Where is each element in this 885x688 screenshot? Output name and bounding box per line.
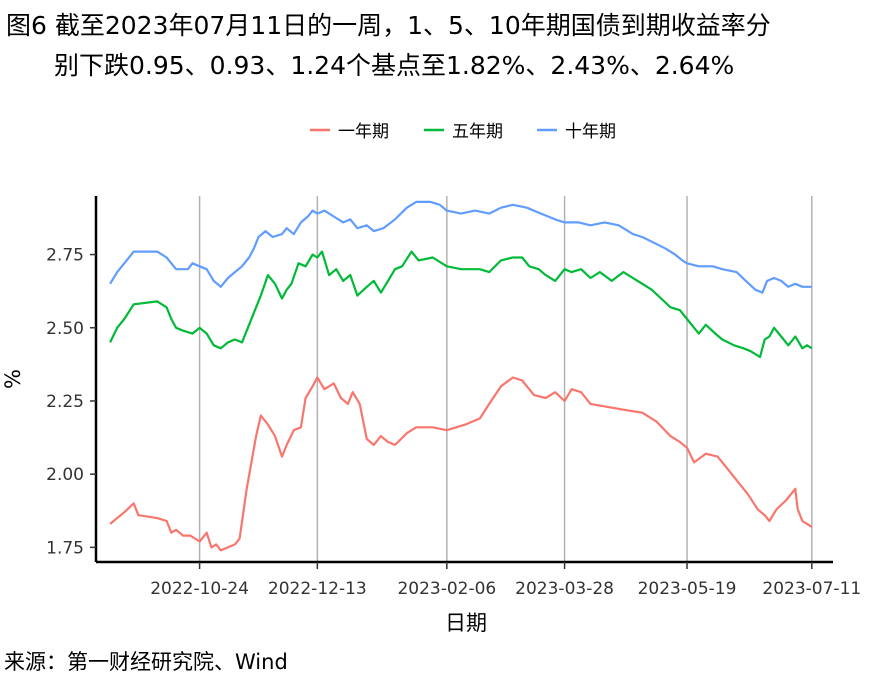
y-tick-label: 1.75 (46, 538, 84, 558)
x-tick-label: 2023-07-11 (762, 579, 861, 599)
y-tick-label: 2.50 (46, 319, 84, 339)
legend-label: 一年期 (338, 122, 389, 142)
legend-label: 五年期 (452, 122, 503, 142)
series-line-0 (109, 376, 813, 552)
chart-title-line-1: 图6 截至2023年07月11日的一周，1、5、10年期国债到期收益率分 (6, 11, 771, 40)
source-note: 来源：第一财经研究院、Wind (4, 650, 288, 674)
x-axis-ticks: 2022-10-24 2022-12-13 2023-02-06 2023-03-28… (150, 562, 861, 599)
axes (94, 196, 833, 564)
x-axis-title: 日期 (445, 611, 487, 635)
series-lines (109, 200, 813, 552)
y-tick-label: 2.75 (46, 246, 84, 266)
series-line-2 (109, 200, 812, 294)
x-tick-label: 2023-05-19 (638, 579, 737, 599)
y-axis-title: % (1, 369, 25, 389)
series-line-1 (109, 250, 813, 359)
legend: 一年期 五年期 十年期 (310, 122, 616, 142)
x-tick-label: 2022-10-24 (150, 579, 249, 599)
x-tick-label: 2023-02-06 (397, 579, 496, 599)
y-tick-label: 2.00 (46, 465, 84, 485)
legend-label: 十年期 (565, 122, 616, 142)
x-tick-label: 2023-03-28 (515, 579, 614, 599)
vertical-gridlines (198, 196, 813, 562)
chart-title: 图6 截至2023年07月11日的一周，1、5、10年期国债到期收益率分 别下跌… (6, 6, 881, 86)
chart-title-line-2: 别下跌0.95、0.93、1.24个基点至1.82%、2.43%、2.64% (54, 51, 735, 80)
y-axis-ticks: 1.75 2.00 2.25 2.50 2.75 (46, 246, 96, 558)
x-tick-label: 2022-12-13 (268, 579, 367, 599)
y-tick-label: 2.25 (46, 392, 84, 412)
